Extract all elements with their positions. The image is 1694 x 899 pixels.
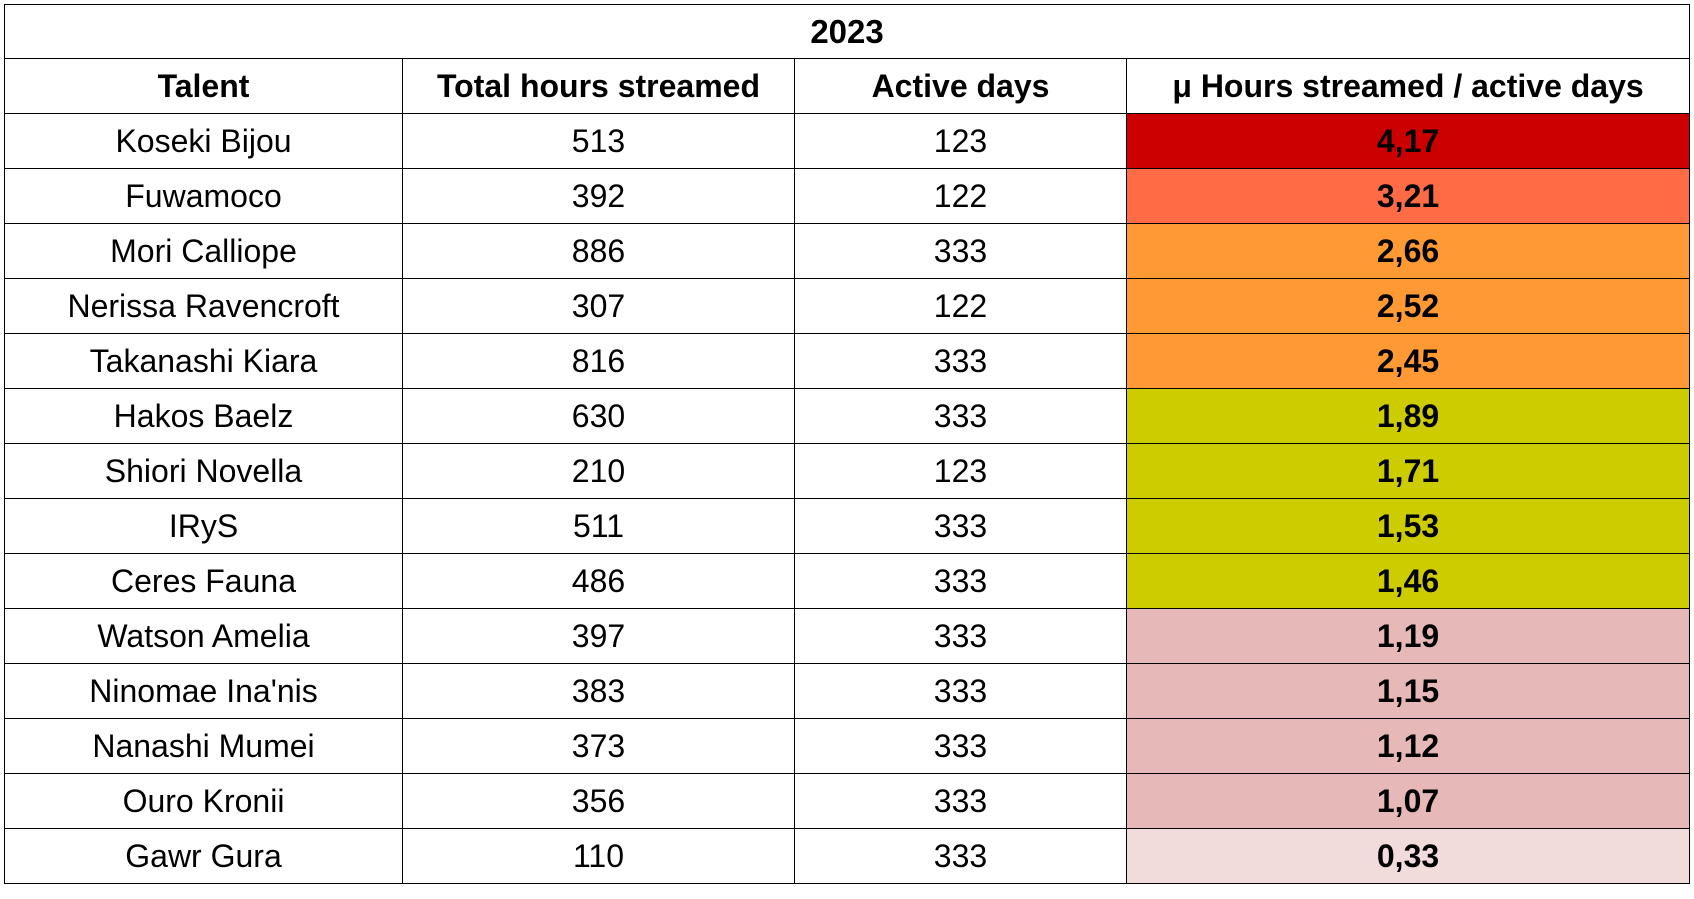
talent-cell: Nanashi Mumei — [4, 718, 403, 774]
column-header-mu-hours: μ Hours streamed / active days — [1125, 58, 1691, 114]
table-row: Fuwamoco 392 122 3,21 — [4, 168, 1691, 224]
total-hours-cell: 307 — [402, 278, 795, 334]
table-row: Mori Calliope 886 333 2,66 — [4, 223, 1691, 279]
table-title: 2023 — [3, 4, 1691, 59]
mu-hours-cell: 1,71 — [1125, 443, 1691, 499]
mu-hours-cell: 1,12 — [1125, 718, 1691, 774]
active-days-cell: 333 — [794, 553, 1127, 609]
total-hours-cell: 486 — [402, 553, 795, 609]
active-days-cell: 333 — [794, 223, 1127, 279]
table-row: Nerissa Ravencroft 307 122 2,52 — [4, 278, 1691, 334]
active-days-cell: 333 — [794, 608, 1127, 664]
talent-cell: Koseki Bijou — [4, 113, 403, 169]
talent-cell: Takanashi Kiara — [4, 333, 403, 389]
table-row: Ceres Fauna 486 333 1,46 — [4, 553, 1691, 609]
talent-cell: Mori Calliope — [4, 223, 403, 279]
active-days-cell: 333 — [794, 498, 1127, 554]
total-hours-cell: 816 — [402, 333, 795, 389]
talent-cell: Hakos Baelz — [4, 388, 403, 444]
table-row: Nanashi Mumei 373 333 1,12 — [4, 718, 1691, 774]
talent-cell: Nerissa Ravencroft — [4, 278, 403, 334]
talent-cell: Fuwamoco — [4, 168, 403, 224]
talent-cell: IRyS — [4, 498, 403, 554]
data-table-container: 2023 Talent Total hours streamed Active … — [3, 4, 1691, 884]
table-row: Koseki Bijou 513 123 4,17 — [4, 113, 1691, 169]
active-days-cell: 333 — [794, 663, 1127, 719]
table-row: Gawr Gura 110 333 0,33 — [4, 828, 1691, 884]
active-days-cell: 123 — [794, 113, 1127, 169]
active-days-cell: 122 — [794, 278, 1127, 334]
active-days-cell: 333 — [794, 333, 1127, 389]
active-days-cell: 122 — [794, 168, 1127, 224]
talent-stream-table: 2023 Talent Total hours streamed Active … — [3, 4, 1691, 884]
talent-cell: Ouro Kronii — [4, 773, 403, 829]
talent-cell: Gawr Gura — [4, 828, 403, 884]
column-header-active-days: Active days — [794, 58, 1127, 114]
talent-cell: Ninomae Ina'nis — [4, 663, 403, 719]
title-row: 2023 — [3, 4, 1691, 59]
mu-hours-cell: 2,45 — [1125, 333, 1691, 389]
table-row: Ouro Kronii 356 333 1,07 — [4, 773, 1691, 829]
active-days-cell: 333 — [794, 718, 1127, 774]
mu-hours-cell: 4,17 — [1125, 113, 1691, 169]
total-hours-cell: 886 — [402, 223, 795, 279]
table-row: Shiori Novella 210 123 1,71 — [4, 443, 1691, 499]
talent-cell: Watson Amelia — [4, 608, 403, 664]
mu-hours-cell: 2,52 — [1125, 278, 1691, 334]
column-header-talent: Talent — [4, 58, 403, 114]
mu-hours-cell: 1,53 — [1125, 498, 1691, 554]
mu-hours-cell: 1,89 — [1125, 388, 1691, 444]
mu-hours-cell: 1,07 — [1125, 773, 1691, 829]
total-hours-cell: 511 — [402, 498, 795, 554]
table-row: Takanashi Kiara 816 333 2,45 — [4, 333, 1691, 389]
table-row: IRyS 511 333 1,53 — [4, 498, 1691, 554]
active-days-cell: 333 — [794, 773, 1127, 829]
total-hours-cell: 392 — [402, 168, 795, 224]
total-hours-cell: 373 — [402, 718, 795, 774]
mu-hours-cell: 1,15 — [1125, 663, 1691, 719]
active-days-cell: 333 — [794, 828, 1127, 884]
total-hours-cell: 356 — [402, 773, 795, 829]
column-header-total-hours: Total hours streamed — [402, 58, 795, 114]
mu-hours-cell: 2,66 — [1125, 223, 1691, 279]
talent-cell: Ceres Fauna — [4, 553, 403, 609]
total-hours-cell: 630 — [402, 388, 795, 444]
total-hours-cell: 513 — [402, 113, 795, 169]
table-row: Ninomae Ina'nis 383 333 1,15 — [4, 663, 1691, 719]
total-hours-cell: 110 — [402, 828, 795, 884]
mu-hours-cell: 0,33 — [1125, 828, 1691, 884]
active-days-cell: 123 — [794, 443, 1127, 499]
talent-cell: Shiori Novella — [4, 443, 403, 499]
total-hours-cell: 383 — [402, 663, 795, 719]
mu-hours-cell: 1,46 — [1125, 553, 1691, 609]
active-days-cell: 333 — [794, 388, 1127, 444]
header-row: Talent Total hours streamed Active days … — [4, 58, 1691, 114]
table-row: Watson Amelia 397 333 1,19 — [4, 608, 1691, 664]
table-body: Koseki Bijou 513 123 4,17 Fuwamoco 392 122 3,21… — [4, 113, 1691, 884]
total-hours-cell: 397 — [402, 608, 795, 664]
mu-hours-cell: 3,21 — [1125, 168, 1691, 224]
table-row: Hakos Baelz 630 333 1,89 — [4, 388, 1691, 444]
total-hours-cell: 210 — [402, 443, 795, 499]
mu-hours-cell: 1,19 — [1125, 608, 1691, 664]
